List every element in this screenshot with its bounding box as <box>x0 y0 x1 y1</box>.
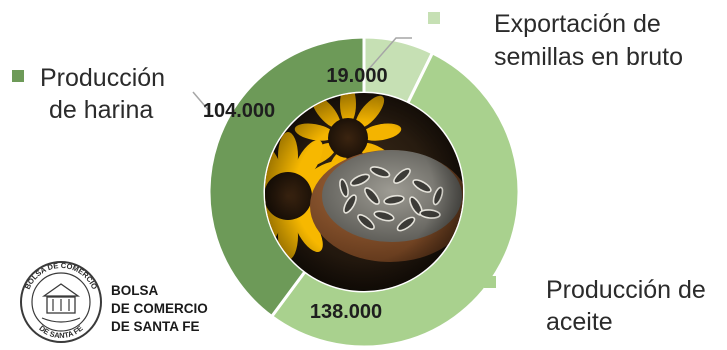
legend-label-harina-line2: de harina <box>49 96 153 124</box>
legend-item-aceite: Producción de aceite <box>484 276 706 336</box>
seal-icon: BOLSA DE COMERCIO DE SANTA FE <box>20 261 102 343</box>
legend-item-exportacion: Exportación de semillas en bruto <box>428 10 683 71</box>
legend-swatch-aceite <box>484 276 496 288</box>
legend-item-harina: Producción de harina <box>12 64 165 124</box>
slice-aceite <box>269 50 521 349</box>
legend-swatch-harina <box>12 70 24 82</box>
leader-lines <box>192 37 412 113</box>
bolsa-comercio-logo: BOLSA DE COMERCIO DE SANTA FE BOLSA DE C… <box>20 261 208 343</box>
logo-name-line3: DE SANTA FE <box>111 319 200 334</box>
legend-label-aceite-line2: aceite <box>546 308 613 336</box>
data-label-exportacion: 19.000 <box>326 65 387 87</box>
legend-swatch-exportacion <box>428 12 440 24</box>
donut-slices <box>207 35 521 349</box>
leader-line-exportacion <box>367 37 412 71</box>
data-label-aceite: 138.000 <box>310 301 382 323</box>
logo-name-line1: BOLSA <box>111 283 159 298</box>
logo-name-line2: DE COMERCIO <box>111 301 208 316</box>
data-label-harina: 104.000 <box>203 100 275 122</box>
leader-line-harina <box>192 91 211 113</box>
legend-label-exportacion-line1: Exportación de <box>494 10 661 38</box>
legend-label-exportacion-line2: semillas en bruto <box>494 43 683 71</box>
center-photo <box>265 93 463 291</box>
legend-label-aceite-line1: Producción de <box>546 276 706 304</box>
legend-label-harina-line1: Producción <box>40 64 165 92</box>
